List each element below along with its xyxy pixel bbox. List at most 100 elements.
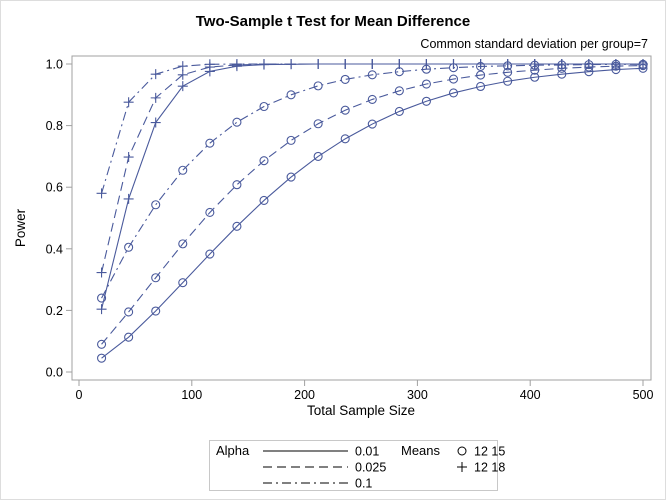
circle-data-point [340, 105, 350, 115]
plus-data-point [583, 59, 594, 69]
circle-data-point [367, 94, 377, 104]
plus-data-point [150, 69, 161, 80]
series-alpha-0.01-means-12-15 [97, 63, 648, 363]
x-tick-label: 200 [294, 388, 315, 402]
legend-box [209, 440, 498, 491]
circle-data-point [124, 307, 134, 317]
circle-data-point [205, 138, 215, 148]
circle-data-point [259, 156, 269, 166]
circle-data-point [178, 165, 188, 175]
x-axis: 0 100 200 300 400 500 [76, 380, 654, 402]
circle-data-point [151, 200, 161, 210]
circle-data-point [286, 172, 296, 182]
legend-means-label: 12 15 [474, 445, 505, 459]
x-tick-label: 300 [407, 388, 428, 402]
circle-data-point [503, 76, 513, 86]
plus-data-point [475, 59, 486, 69]
circle-data-point [557, 69, 567, 79]
chart-title: Two-Sample t Test for Mean Difference [196, 13, 471, 30]
y-tick-label: 1.0 [46, 58, 63, 72]
series-group [96, 59, 648, 363]
circle-data-point [313, 151, 323, 161]
legend-means-label: 12 18 [474, 461, 505, 475]
x-tick-label: 0 [76, 388, 83, 402]
circle-data-point [394, 106, 404, 116]
series-line [101, 63, 643, 299]
plus-data-point [421, 59, 432, 69]
circle-data-point [178, 239, 188, 249]
circle-data-point [286, 90, 296, 100]
plus-data-point [448, 59, 459, 69]
plus-data-point [123, 97, 134, 108]
series-line [101, 63, 643, 194]
circle-data-point [178, 278, 188, 288]
plus-data-point [340, 59, 351, 69]
circle-data-point [421, 79, 431, 89]
circle-data-point [259, 195, 269, 205]
plus-data-point [150, 92, 161, 103]
circle-data-point [340, 74, 350, 84]
legend-circle-icon [457, 446, 467, 456]
plus-data-point [313, 59, 324, 69]
x-tick-label: 500 [633, 388, 654, 402]
plus-data-point [177, 81, 188, 92]
circle-data-point [232, 180, 242, 190]
circle-data-point [448, 74, 459, 84]
circle-data-point [476, 70, 486, 80]
y-tick-label: 0.0 [46, 366, 63, 380]
circle-data-point [205, 207, 215, 218]
plus-data-point [96, 188, 107, 199]
legend-alpha-label: 0.1 [355, 477, 372, 491]
circle-data-point [124, 332, 134, 342]
circle-data-point [259, 101, 269, 112]
y-tick-label: 0.4 [46, 242, 63, 256]
circle-data-point [232, 221, 242, 231]
plus-data-point [610, 59, 621, 69]
series-line [101, 64, 644, 345]
plus-data-point [96, 267, 107, 278]
circle-data-point [97, 293, 107, 303]
y-axis: 0.0 0.2 0.4 0.6 0.8 1.0 [46, 58, 72, 380]
x-tick-label: 400 [520, 388, 541, 402]
circle-data-point [151, 306, 161, 316]
legend-alpha-label: 0.01 [355, 445, 379, 459]
plus-data-point [177, 69, 188, 80]
plus-data-point [177, 61, 188, 72]
plus-data-point [529, 59, 540, 69]
circle-data-point [367, 70, 377, 80]
plus-data-point [286, 59, 297, 69]
circle-data-point [367, 119, 377, 129]
plus-data-point [502, 59, 513, 69]
plus-data-point [150, 117, 161, 128]
circle-data-point [97, 353, 107, 363]
legend-alpha-label: 0.025 [355, 461, 386, 475]
circle-data-point [394, 86, 404, 96]
plus-data-point [96, 304, 107, 315]
plot-frame [71, 55, 652, 381]
plus-data-point [394, 59, 405, 69]
circle-data-point [476, 81, 486, 92]
series-alpha-0.025-means-12-15 [97, 60, 648, 349]
circle-data-point [530, 72, 540, 82]
circle-data-point [313, 81, 323, 91]
y-tick-label: 0.8 [46, 119, 63, 133]
circle-data-point [286, 135, 296, 145]
circle-data-point [124, 242, 134, 252]
plus-data-point [204, 59, 215, 70]
plus-data-point [231, 59, 242, 69]
plus-data-point [556, 59, 567, 69]
circle-data-point [97, 339, 107, 349]
chart-subtitle: Common standard deviation per group=7 [420, 37, 648, 51]
x-tick-label: 100 [181, 388, 202, 402]
circle-data-point [340, 134, 350, 144]
circle-data-point [232, 117, 242, 127]
legend-means-title: Means [401, 443, 441, 458]
x-axis-label: Total Sample Size [307, 403, 415, 418]
plus-data-point [638, 59, 648, 69]
legend-alpha-title: Alpha [216, 443, 250, 458]
circle-data-point [421, 96, 431, 106]
y-tick-label: 0.2 [46, 304, 63, 318]
legend-plus-icon [457, 462, 467, 472]
